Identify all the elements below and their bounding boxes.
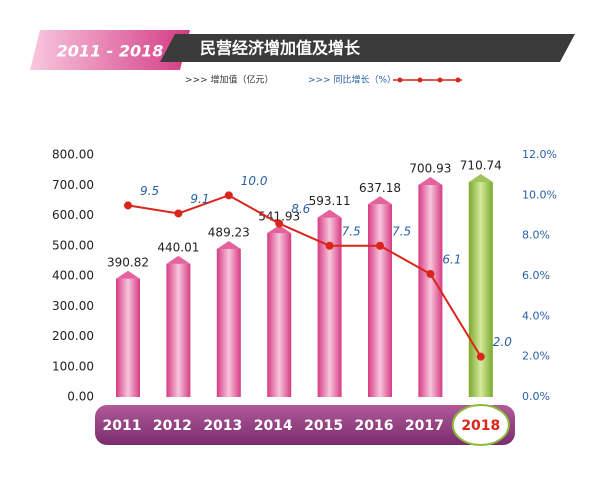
- bar-value-label: 593.11: [309, 194, 351, 208]
- y-tick-label: 0.00: [67, 390, 94, 404]
- bar-cap: [368, 196, 392, 205]
- legend-dot: [455, 77, 461, 83]
- bar-cap: [317, 209, 342, 218]
- bar-cap: [418, 176, 443, 185]
- bar: [216, 249, 241, 397]
- chart-title: 民营经济增加值及增长: [200, 39, 361, 58]
- growth-point: [426, 269, 435, 278]
- x-tick-label: 2015: [304, 418, 343, 434]
- growth-point: [174, 209, 183, 218]
- bar-cap: [468, 174, 493, 183]
- growth-value-label: 7.5: [392, 224, 411, 238]
- bar-cap: [166, 255, 191, 264]
- growth-point: [376, 241, 384, 250]
- growth-value-label: 6.1: [442, 252, 461, 266]
- bar-cap: [216, 241, 241, 250]
- growth-value-label: 10.0: [241, 174, 268, 188]
- growth-value-label: 7.5: [342, 224, 361, 238]
- bar: [166, 263, 191, 397]
- legend-dot: [437, 77, 443, 83]
- y2-tick-label: 2.0%: [522, 350, 550, 363]
- legend-label: >>> 同比增长（%）: [308, 74, 396, 86]
- bar: [418, 184, 443, 397]
- y2-tick-label: 0.0%: [522, 390, 550, 403]
- growth-point: [476, 352, 485, 361]
- legend-dot: [417, 77, 423, 83]
- bar: [267, 233, 292, 397]
- growth-value-label: 2.0: [493, 335, 512, 349]
- x-tick-label: 2017: [405, 418, 444, 434]
- y2-tick-label: 6.0%: [522, 269, 550, 282]
- bar: [116, 278, 140, 397]
- x-tick-label: 2011: [103, 418, 142, 434]
- y-tick-label: 800.00: [52, 148, 94, 162]
- bar-cap: [116, 270, 140, 279]
- y2-tick-label: 4.0%: [522, 309, 550, 322]
- y-tick-label: 200.00: [52, 329, 94, 343]
- bar-value-label: 440.01: [157, 240, 199, 254]
- y-tick-label: 500.00: [52, 238, 94, 252]
- bar-value-label: 489.23: [208, 226, 250, 240]
- bar-value-label: 710.74: [460, 159, 502, 173]
- highlight-circle: [451, 404, 510, 446]
- banner-right: [160, 34, 575, 62]
- bar-value-label: 541.93: [258, 210, 300, 224]
- growth-point: [124, 201, 132, 210]
- bar-value-label: 390.82: [107, 255, 149, 269]
- growth-point: [224, 191, 233, 200]
- y-tick-label: 600.00: [52, 208, 94, 222]
- legend-dot: [397, 77, 403, 83]
- y-tick-label: 100.00: [52, 359, 94, 373]
- y-tick-label: 700.00: [52, 178, 94, 192]
- bar-value-label: 700.93: [409, 161, 451, 175]
- legend-label: >>> 增加值（亿元）: [185, 74, 273, 86]
- subtitle: 2011 - 2018: [57, 42, 164, 61]
- x-tick-label: 2013: [203, 418, 242, 434]
- growth-value-label: 9.5: [140, 184, 159, 198]
- x-tick-label: 2012: [153, 418, 192, 434]
- x-tick-label: 2018: [461, 418, 500, 434]
- growth-line: [127, 194, 482, 358]
- y2-tick-label: 12.0%: [522, 148, 557, 161]
- bar-cap: [267, 225, 292, 234]
- banner-left: [30, 30, 190, 70]
- y-tick-label: 400.00: [52, 269, 94, 283]
- bar-value-label: 637.18: [359, 181, 401, 195]
- category-band: [95, 405, 515, 445]
- x-tick-label: 2014: [254, 418, 293, 434]
- growth-value-label: 9.1: [190, 192, 209, 206]
- y2-tick-label: 8.0%: [522, 229, 550, 242]
- growth-point: [325, 241, 334, 250]
- bar: [368, 204, 392, 397]
- x-tick-label: 2016: [355, 418, 394, 434]
- growth-point: [275, 219, 284, 228]
- growth-value-label: 8.6: [291, 202, 310, 216]
- bar: [468, 182, 493, 397]
- y-tick-label: 300.00: [52, 299, 94, 313]
- y2-tick-label: 10.0%: [522, 188, 557, 201]
